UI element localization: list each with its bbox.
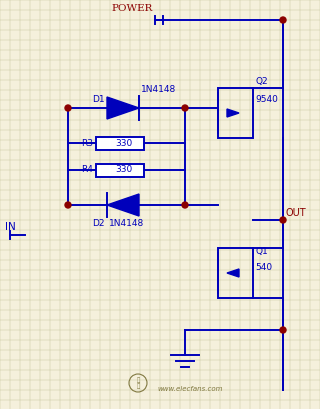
- Polygon shape: [107, 97, 139, 119]
- Bar: [96, 164, 144, 177]
- Text: 330: 330: [116, 139, 132, 148]
- Bar: [218, 88, 253, 138]
- Circle shape: [280, 327, 286, 333]
- Text: Q1: Q1: [255, 247, 268, 256]
- Circle shape: [182, 105, 188, 111]
- Text: D2: D2: [92, 219, 105, 228]
- Polygon shape: [107, 194, 139, 216]
- Text: Q2: Q2: [255, 77, 268, 86]
- Bar: [218, 248, 253, 298]
- Text: 9540: 9540: [255, 95, 278, 104]
- Text: 1N4148: 1N4148: [141, 85, 176, 94]
- Polygon shape: [227, 109, 239, 117]
- Circle shape: [65, 105, 71, 111]
- Text: 330: 330: [116, 166, 132, 175]
- Polygon shape: [227, 269, 239, 277]
- Text: OUT: OUT: [286, 208, 307, 218]
- Text: IN: IN: [5, 222, 16, 232]
- Circle shape: [280, 17, 286, 23]
- Circle shape: [182, 202, 188, 208]
- Text: D1: D1: [92, 95, 105, 104]
- Circle shape: [280, 217, 286, 223]
- Text: www.elecfans.com: www.elecfans.com: [157, 386, 223, 392]
- Text: 1N4148: 1N4148: [109, 219, 144, 228]
- Text: 540: 540: [255, 263, 272, 272]
- Circle shape: [65, 202, 71, 208]
- Text: POWER: POWER: [112, 4, 153, 13]
- Text: R4: R4: [81, 166, 93, 175]
- Text: R3: R3: [81, 139, 93, 148]
- Bar: [96, 137, 144, 150]
- Text: 电
子: 电 子: [136, 377, 140, 389]
